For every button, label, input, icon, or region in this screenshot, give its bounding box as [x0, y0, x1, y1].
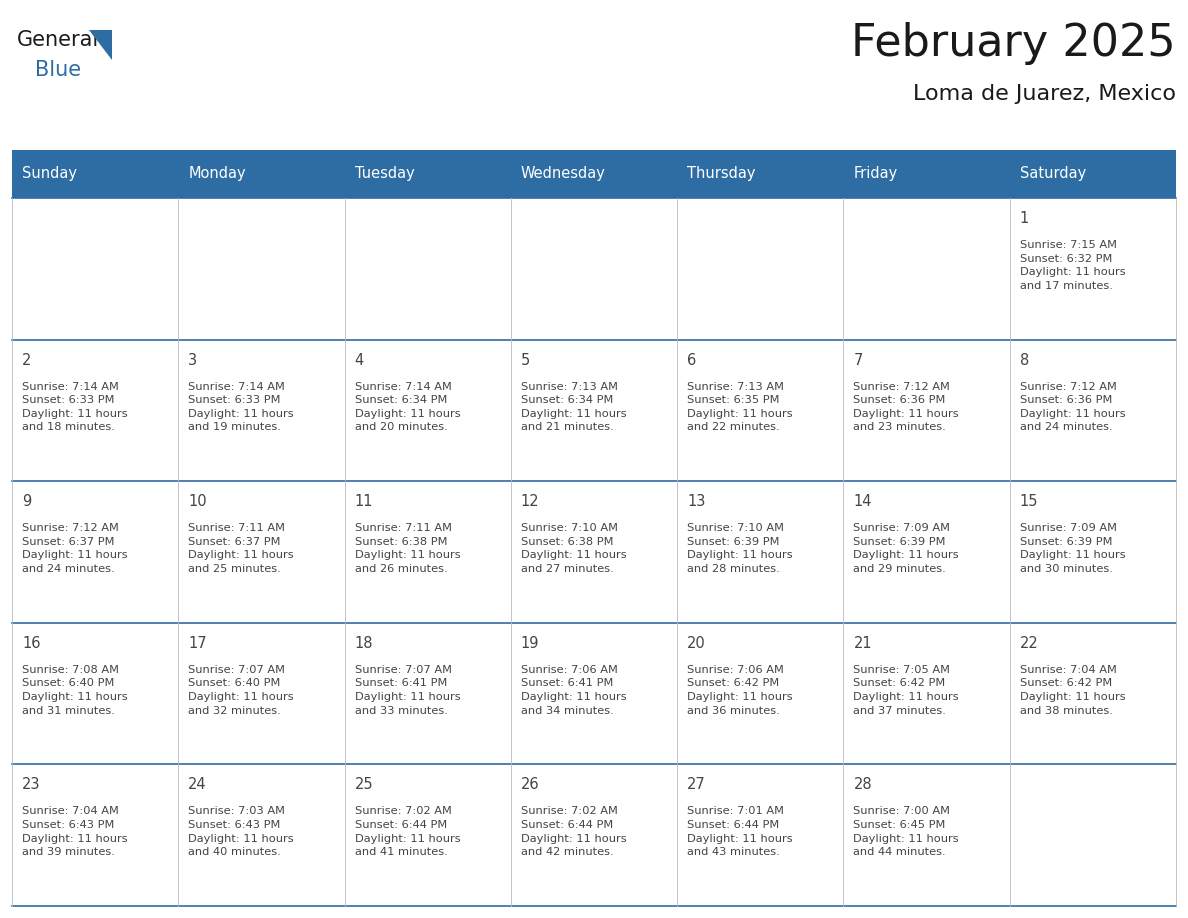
Text: Sunrise: 7:14 AM
Sunset: 6:33 PM
Daylight: 11 hours
and 19 minutes.: Sunrise: 7:14 AM Sunset: 6:33 PM Dayligh…: [188, 382, 293, 432]
Text: 17: 17: [188, 636, 207, 651]
Text: 20: 20: [687, 636, 706, 651]
Text: Sunrise: 7:11 AM
Sunset: 6:37 PM
Daylight: 11 hours
and 25 minutes.: Sunrise: 7:11 AM Sunset: 6:37 PM Dayligh…: [188, 523, 293, 574]
Text: 11: 11: [354, 494, 373, 509]
Text: 28: 28: [853, 778, 872, 792]
Text: Loma de Juarez, Mexico: Loma de Juarez, Mexico: [914, 84, 1176, 104]
Text: 23: 23: [23, 778, 40, 792]
Text: Thursday: Thursday: [687, 166, 756, 182]
Text: 2: 2: [23, 353, 31, 367]
Text: Sunrise: 7:09 AM
Sunset: 6:39 PM
Daylight: 11 hours
and 29 minutes.: Sunrise: 7:09 AM Sunset: 6:39 PM Dayligh…: [853, 523, 959, 574]
Bar: [12, 481, 1176, 622]
Text: 15: 15: [1019, 494, 1038, 509]
Text: Sunrise: 7:10 AM
Sunset: 6:39 PM
Daylight: 11 hours
and 28 minutes.: Sunrise: 7:10 AM Sunset: 6:39 PM Dayligh…: [687, 523, 792, 574]
Polygon shape: [89, 30, 112, 60]
Text: 4: 4: [354, 353, 364, 367]
Text: Sunrise: 7:12 AM
Sunset: 6:36 PM
Daylight: 11 hours
and 23 minutes.: Sunrise: 7:12 AM Sunset: 6:36 PM Dayligh…: [853, 382, 959, 432]
Text: Sunrise: 7:14 AM
Sunset: 6:33 PM
Daylight: 11 hours
and 18 minutes.: Sunrise: 7:14 AM Sunset: 6:33 PM Dayligh…: [23, 382, 127, 432]
Text: 14: 14: [853, 494, 872, 509]
Text: Sunrise: 7:07 AM
Sunset: 6:40 PM
Daylight: 11 hours
and 32 minutes.: Sunrise: 7:07 AM Sunset: 6:40 PM Dayligh…: [188, 665, 293, 716]
Text: General: General: [17, 30, 100, 50]
Text: 18: 18: [354, 636, 373, 651]
Text: Sunday: Sunday: [23, 166, 77, 182]
Bar: [12, 765, 1176, 906]
Text: Friday: Friday: [853, 166, 898, 182]
Bar: [12, 622, 1176, 765]
Text: Sunrise: 7:15 AM
Sunset: 6:32 PM
Daylight: 11 hours
and 17 minutes.: Sunrise: 7:15 AM Sunset: 6:32 PM Dayligh…: [1019, 240, 1125, 291]
Bar: [12, 150, 1176, 198]
Text: 21: 21: [853, 636, 872, 651]
Text: Sunrise: 7:07 AM
Sunset: 6:41 PM
Daylight: 11 hours
and 33 minutes.: Sunrise: 7:07 AM Sunset: 6:41 PM Dayligh…: [354, 665, 460, 716]
Text: Sunrise: 7:14 AM
Sunset: 6:34 PM
Daylight: 11 hours
and 20 minutes.: Sunrise: 7:14 AM Sunset: 6:34 PM Dayligh…: [354, 382, 460, 432]
Text: Sunrise: 7:04 AM
Sunset: 6:43 PM
Daylight: 11 hours
and 39 minutes.: Sunrise: 7:04 AM Sunset: 6:43 PM Dayligh…: [23, 806, 127, 857]
Text: Sunrise: 7:06 AM
Sunset: 6:41 PM
Daylight: 11 hours
and 34 minutes.: Sunrise: 7:06 AM Sunset: 6:41 PM Dayligh…: [520, 665, 626, 716]
Text: Sunrise: 7:03 AM
Sunset: 6:43 PM
Daylight: 11 hours
and 40 minutes.: Sunrise: 7:03 AM Sunset: 6:43 PM Dayligh…: [188, 806, 293, 857]
Text: 22: 22: [1019, 636, 1038, 651]
Text: Monday: Monday: [188, 166, 246, 182]
Text: Sunrise: 7:12 AM
Sunset: 6:37 PM
Daylight: 11 hours
and 24 minutes.: Sunrise: 7:12 AM Sunset: 6:37 PM Dayligh…: [23, 523, 127, 574]
Text: Sunrise: 7:01 AM
Sunset: 6:44 PM
Daylight: 11 hours
and 43 minutes.: Sunrise: 7:01 AM Sunset: 6:44 PM Dayligh…: [687, 806, 792, 857]
Text: Sunrise: 7:13 AM
Sunset: 6:34 PM
Daylight: 11 hours
and 21 minutes.: Sunrise: 7:13 AM Sunset: 6:34 PM Dayligh…: [520, 382, 626, 432]
Text: Sunrise: 7:05 AM
Sunset: 6:42 PM
Daylight: 11 hours
and 37 minutes.: Sunrise: 7:05 AM Sunset: 6:42 PM Dayligh…: [853, 665, 959, 716]
Text: 24: 24: [188, 778, 207, 792]
Text: Tuesday: Tuesday: [354, 166, 415, 182]
Text: 26: 26: [520, 778, 539, 792]
Text: 7: 7: [853, 353, 862, 367]
Text: Wednesday: Wednesday: [520, 166, 606, 182]
Text: February 2025: February 2025: [852, 22, 1176, 65]
Text: Sunrise: 7:02 AM
Sunset: 6:44 PM
Daylight: 11 hours
and 41 minutes.: Sunrise: 7:02 AM Sunset: 6:44 PM Dayligh…: [354, 806, 460, 857]
Text: Sunrise: 7:13 AM
Sunset: 6:35 PM
Daylight: 11 hours
and 22 minutes.: Sunrise: 7:13 AM Sunset: 6:35 PM Dayligh…: [687, 382, 792, 432]
Text: Sunrise: 7:04 AM
Sunset: 6:42 PM
Daylight: 11 hours
and 38 minutes.: Sunrise: 7:04 AM Sunset: 6:42 PM Dayligh…: [1019, 665, 1125, 716]
Text: Sunrise: 7:11 AM
Sunset: 6:38 PM
Daylight: 11 hours
and 26 minutes.: Sunrise: 7:11 AM Sunset: 6:38 PM Dayligh…: [354, 523, 460, 574]
Text: Sunrise: 7:06 AM
Sunset: 6:42 PM
Daylight: 11 hours
and 36 minutes.: Sunrise: 7:06 AM Sunset: 6:42 PM Dayligh…: [687, 665, 792, 716]
Text: 13: 13: [687, 494, 706, 509]
Text: 3: 3: [188, 353, 197, 367]
Text: 19: 19: [520, 636, 539, 651]
Text: Saturday: Saturday: [1019, 166, 1086, 182]
Text: 8: 8: [1019, 353, 1029, 367]
Text: Sunrise: 7:08 AM
Sunset: 6:40 PM
Daylight: 11 hours
and 31 minutes.: Sunrise: 7:08 AM Sunset: 6:40 PM Dayligh…: [23, 665, 127, 716]
Bar: [12, 340, 1176, 481]
Text: 5: 5: [520, 353, 530, 367]
Text: Sunrise: 7:00 AM
Sunset: 6:45 PM
Daylight: 11 hours
and 44 minutes.: Sunrise: 7:00 AM Sunset: 6:45 PM Dayligh…: [853, 806, 959, 857]
Text: 9: 9: [23, 494, 31, 509]
Text: Sunrise: 7:10 AM
Sunset: 6:38 PM
Daylight: 11 hours
and 27 minutes.: Sunrise: 7:10 AM Sunset: 6:38 PM Dayligh…: [520, 523, 626, 574]
Text: 1: 1: [1019, 211, 1029, 226]
Text: 27: 27: [687, 778, 706, 792]
Text: Sunrise: 7:02 AM
Sunset: 6:44 PM
Daylight: 11 hours
and 42 minutes.: Sunrise: 7:02 AM Sunset: 6:44 PM Dayligh…: [520, 806, 626, 857]
Text: 6: 6: [687, 353, 696, 367]
Bar: [12, 198, 1176, 340]
Text: 25: 25: [354, 778, 373, 792]
Text: Blue: Blue: [34, 60, 81, 80]
Text: 16: 16: [23, 636, 40, 651]
Text: Sunrise: 7:09 AM
Sunset: 6:39 PM
Daylight: 11 hours
and 30 minutes.: Sunrise: 7:09 AM Sunset: 6:39 PM Dayligh…: [1019, 523, 1125, 574]
Text: 10: 10: [188, 494, 207, 509]
Text: 12: 12: [520, 494, 539, 509]
Text: Sunrise: 7:12 AM
Sunset: 6:36 PM
Daylight: 11 hours
and 24 minutes.: Sunrise: 7:12 AM Sunset: 6:36 PM Dayligh…: [1019, 382, 1125, 432]
